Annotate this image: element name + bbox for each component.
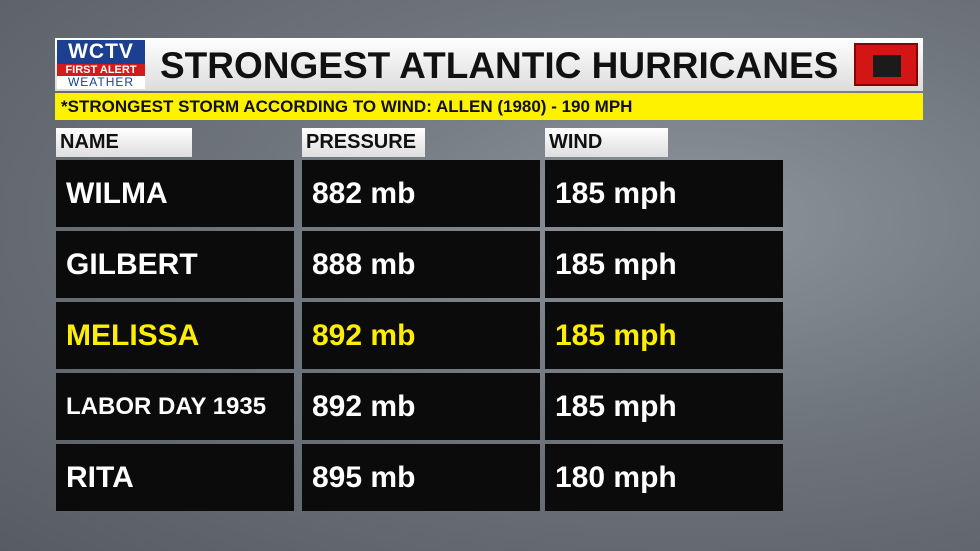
cell: 892 mb	[302, 302, 540, 369]
cell: WILMA	[56, 160, 294, 227]
subtitle: *STRONGEST STORM ACCORDING TO WIND: ALLE…	[55, 93, 923, 120]
column-header: WIND	[545, 128, 668, 157]
cell: 185 mph	[545, 302, 783, 369]
column-header: PRESSURE	[302, 128, 425, 157]
icon	[854, 43, 918, 86]
logo-label: WEATHER	[67, 75, 135, 89]
title: STRONGEST ATLANTIC HURRICANES	[160, 45, 839, 86]
cell: 180 mph	[545, 444, 783, 511]
cell: GILBERT	[56, 231, 294, 298]
cell: 185 mph	[545, 373, 783, 440]
logo: WCTV FIRST ALERT WEATHER	[57, 40, 145, 89]
cell: 888 mb	[302, 231, 540, 298]
cell: 185 mph	[545, 231, 783, 298]
cell: 892 mb	[302, 373, 540, 440]
cell: MELISSA	[56, 302, 294, 369]
column-header: NAME	[56, 128, 192, 157]
logo-tag: FIRST ALERT	[57, 64, 145, 76]
cell: LABOR DAY 1935	[56, 373, 294, 440]
cell: 882 mb	[302, 160, 540, 227]
cell: 895 mb	[302, 444, 540, 511]
logo-station: WCTV	[57, 40, 145, 64]
cell: 185 mph	[545, 160, 783, 227]
cell: RITA	[56, 444, 294, 511]
header-bar	[55, 38, 923, 91]
